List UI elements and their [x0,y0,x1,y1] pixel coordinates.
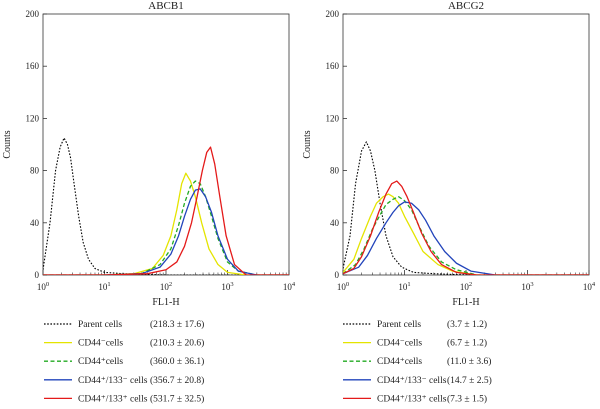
series-line-1 [343,193,589,275]
series-line-0 [343,141,589,275]
y-tick-label: 160 [26,61,40,71]
x-axis-title: FL1-H [452,297,479,308]
legend-stat: (6.7 ± 1.2) [447,338,487,349]
panel-title: ABCG2 [448,0,484,12]
series-line-3 [343,201,589,275]
plot-frame [42,13,290,276]
x-axis-title: FL1-H [152,297,179,308]
panel-title: ABCB1 [148,0,183,12]
chart-panel-abcg2: ABCG2 0 40 80 120 160 200 100 101 102 103 104 FL1-H C… [302,0,596,404]
y-tick-label: 200 [26,9,40,19]
legend-label: CD44⁺cells [78,357,123,367]
x-tick-label: 103 [221,281,233,292]
series-line-0 [43,137,289,275]
legend-label: CD44⁺/133⁺ cells [78,394,148,404]
x-tick-label: 101 [398,281,410,292]
legend-label: CD44⁺/133⁻ cells [78,376,148,386]
y-tick-label: 40 [330,218,340,228]
legend-stat: (218.3 ± 17.6) [150,319,204,330]
y-axis-title: Counts [302,130,313,158]
x-tick-label: 103 [521,281,533,292]
legend-stat: (356.7 ± 20.8) [150,375,204,386]
y-tick-label: 200 [326,9,340,19]
legend-label: CD44⁻cells [377,339,422,349]
legend-label: CD44⁺/133⁻ cells [377,376,447,386]
y-tick-label: 0 [335,270,340,280]
legend-stat: (210.3 ± 20.6) [150,338,204,349]
legend-stat: (3.7 ± 1.2) [447,319,487,330]
x-tick-label: 101 [98,281,110,292]
x-tick-label: 104 [283,281,296,292]
series-line-2 [343,196,589,275]
chart-panel-abcb1: ABCB1 0 40 80 120 160 200 100 101 102 103 104 FL1-H C… [2,0,296,404]
y-tick-label: 0 [35,270,40,280]
series-line-3 [43,188,289,275]
series-line-1 [43,172,289,275]
series-line-4 [43,146,289,275]
x-tick-label: 102 [160,281,172,292]
legend-label: Parent cells [78,320,122,330]
plot-frame [342,13,590,276]
legend-label: CD44⁺/133⁺ cells [377,394,447,404]
x-tick-label: 104 [583,281,596,292]
y-tick-label: 120 [26,113,40,123]
y-tick-label: 40 [30,218,40,228]
y-axis-title: Counts [2,130,13,158]
x-tick-label: 100 [37,281,49,292]
legend-stat: (14.7 ± 2.5) [447,375,492,386]
x-tick-label: 102 [460,281,472,292]
series-line-4 [343,180,589,275]
y-tick-label: 120 [326,113,340,123]
legend-stat: (7.3 ± 1.5) [447,393,487,404]
series-line-2 [43,180,289,275]
y-tick-label: 80 [330,166,340,176]
y-tick-label: 160 [326,61,340,71]
legend-stat: (360.0 ± 36.1) [150,356,204,367]
legend-stat: (11.0 ± 3.6) [447,356,491,367]
legend-label: CD44⁻cells [78,339,123,349]
legend-label: Parent cells [377,320,421,330]
legend-stat: (531.7 ± 32.5) [150,393,204,404]
x-tick-label: 100 [337,281,349,292]
y-tick-label: 80 [30,166,40,176]
legend-label: CD44⁺cells [377,357,422,367]
